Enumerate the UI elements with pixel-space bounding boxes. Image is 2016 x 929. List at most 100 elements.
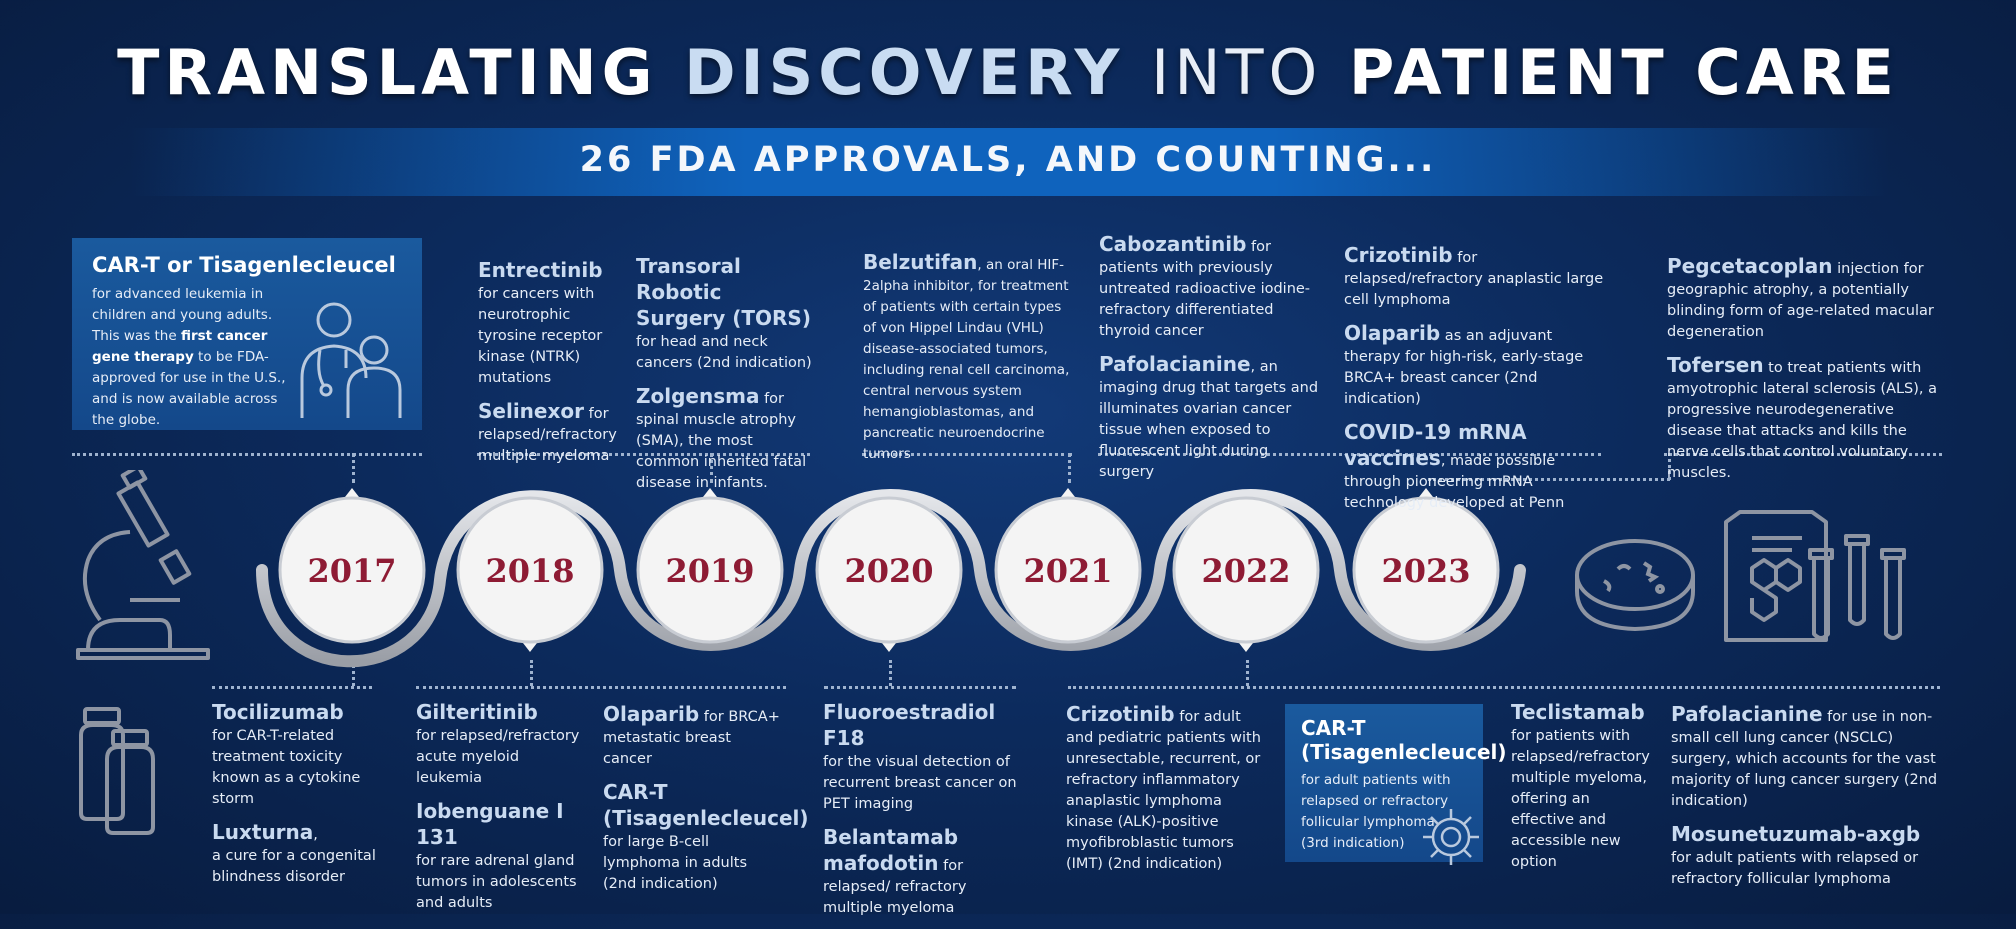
selinexor-text: for relapsed/refractory multiple myeloma [478,406,617,464]
year-label-2017: 2017 [307,552,396,590]
lab-report-test-tubes-icon [1724,510,1906,642]
pegcetacoplan-heading: Pegcetacoplan [1667,254,1833,278]
title-word-translating: TRANSLATING [117,36,658,109]
card-2017-title: CAR-T or Tisagenlecleucel [92,253,396,277]
year-circle-2023 [1352,496,1500,644]
top-divider-1 [72,453,422,456]
year-node-2018: 2018 [456,496,604,652]
medicine-bottles-icon [79,707,155,835]
card-2017-text-1: for advanced leukemia in children and yo… [92,286,273,344]
crizotinib-bottom-text: for adult and pediatric patients with un… [1066,709,1261,872]
car-t-2019-text: for large B-cell lymphoma in adults (2nd… [603,834,747,892]
card-2019-top: Transoral Robotic Surgery (TORS) for hea… [636,254,816,504]
year-circle-2021 [994,496,1142,644]
car-t-2022-text: for adult patients with relapsed or refr… [1301,772,1451,851]
microscope-icon [76,470,210,660]
luxturna-text: a cure for a congenital blindness disord… [212,848,376,885]
card-2019-bottom: Olaparib for BRCA+ metastatic breast can… [603,702,809,905]
cabozantinib-text: for patients with previously untreated r… [1099,239,1311,339]
card-2020-bottom: Fluoroestradiol F18 for the visual detect… [823,700,1023,929]
pegcetacoplan-text: injection for geographic atrophy, a pote… [1667,261,1934,340]
card-2017-text-2: to be FDA-approved for use in the U.S., … [92,349,286,428]
bottom-connector-2022 [1246,660,1249,686]
card-2023-bottom-b: Pafolacianine for use in non-small cell … [1671,702,1951,900]
crizotinib-text: for relapsed/refractory anaplastic large… [1344,250,1604,308]
petri-dish-icon [1575,539,1695,632]
belzutifan-heading: Belzutifan [863,250,978,274]
bottom-divider-4 [1068,686,1940,689]
card-2017-bold: first cancer gene therapy [92,328,268,365]
belzutifan-text: , an oral HIF-2alpha inhibitor, for trea… [863,257,1070,462]
tofersen-heading: Tofersen [1667,353,1764,377]
top-divider-2023 [1428,478,1670,481]
crizotinib-bottom-heading: Crizotinib [1066,702,1175,726]
year-node-2020: 2020 [815,496,963,652]
year-node-2022: 2022 [1172,496,1320,652]
tocilizumab-heading: Tocilizumab [212,700,344,724]
pafolacianine-heading: Pafolacianine [1099,352,1251,376]
card-2022-top: Crizotinib for relapsed/refractory anapl… [1344,243,1604,524]
gilteritinib-heading: Gilteritinib [416,700,538,724]
year-label-2019: 2019 [665,552,754,590]
card-2020-top: Belzutifan, an oral HIF-2alpha inhibitor… [863,250,1073,475]
title-word-discovery: DISCOVERY [684,36,1125,109]
title-word-into: INTO [1150,36,1323,109]
bottom-connector-2020 [889,660,892,686]
page-title: TRANSLATING DISCOVERY INTO PATIENT CARE [0,36,2016,109]
selinexor-heading: Selinexor [478,399,584,423]
year-circle-2018 [456,496,604,644]
year-circle-2019 [636,496,784,644]
year-label-2021: 2021 [1023,552,1112,590]
entrectinib-heading: Entrectinib [478,258,603,282]
year-label-2020: 2020 [844,552,933,590]
top-divider-5 [1664,453,1942,456]
covid-vaccines-heading: COVID-19 mRNA vaccines [1344,420,1527,470]
card-2023-bottom-a: Teclistamab for patients with relapsed/re… [1511,700,1651,883]
year-node-2023: 2023 [1352,488,1500,644]
year-label-2022: 2022 [1201,552,1290,590]
top-divider-3 [862,453,1072,456]
olaparib-heading: Olaparib [1344,321,1441,345]
subtitle-banner [130,128,1890,196]
card-2017-car-t: CAR-T or Tisagenlecleucel for advanced l… [72,238,422,430]
timeline-ribbon [256,489,1526,668]
olaparib-bottom-text: for BRCA+ metastatic breast cancer [603,709,780,767]
cabozantinib-heading: Cabozantinib [1099,232,1247,256]
teclistamab-text: for patients with relapsed/refractory mu… [1511,728,1650,870]
card-2022-bottom: CAR-T (Tisagenlecleucel) for adult patie… [1285,704,1507,865]
top-connector-2019 [710,453,713,483]
card-2021-bottom: Crizotinib for adult and pediatric patie… [1066,702,1266,885]
teclistamab-heading: Teclistamab [1511,700,1645,724]
mosunetuzumab-heading: Mosunetuzumab-axgb [1671,822,1921,846]
fluoroestradiol-heading: Fluoroestradiol F18 [823,700,996,750]
tocilizumab-text: for CAR-T-related treatment toxicity kno… [212,728,361,807]
pafolacianine-text: , an imaging drug that targets and illum… [1099,359,1319,480]
tors-heading: Transoral Robotic Surgery (TORS) [636,254,811,330]
gilteritinib-text: for relapsed/refractory acute myeloid le… [416,728,580,786]
top-divider-4 [1098,453,1601,456]
year-circle-2017 [278,496,426,644]
tofersen-text: to treat patients with amyotrophic later… [1667,360,1938,481]
timeline: 2017 2018 2019 2020 2021 2022 2023 [256,488,1526,668]
bottom-connector-2018 [530,660,533,686]
fluoroestradiol-text: for the visual detection of recurrent br… [823,754,1017,812]
card-2023-top: Pegcetacoplan injection for geographic a… [1667,254,1947,494]
top-connector-2021 [1068,453,1071,483]
doctor-child-icon [300,302,402,418]
card-2021-top: Cabozantinib for patients with previousl… [1099,232,1319,493]
belantamab-heading: Belantamab mafodotin [823,825,959,875]
bottom-connector-2017 [352,660,355,686]
entrectinib-text: for cancers with neurotrophic tyrosine r… [478,286,603,386]
zolgensma-text: for spinal muscle atrophy (SMA), the mos… [636,391,807,491]
pafolacianine-bottom-text: for use in non-small cell lung cancer (N… [1671,709,1938,809]
year-label-2018: 2018 [485,552,574,590]
mosunetuzumab-text: for adult patients with relapsed or refr… [1671,850,1919,887]
bottom-divider-1 [212,686,372,689]
virus-icon [1423,809,1479,865]
subtitle: 26 FDA APPROVALS, AND COUNTING... [579,140,1437,180]
covid-vaccines-text: , made possible through pioneering mRNA … [1344,453,1565,511]
iobenguane-heading: Iobenguane I 131 [416,799,564,849]
top-divider-2 [477,453,810,456]
luxturna-heading: Luxturna [212,820,314,844]
card-2018-top: Entrectinib for cancers with neurotrophic… [478,258,626,477]
